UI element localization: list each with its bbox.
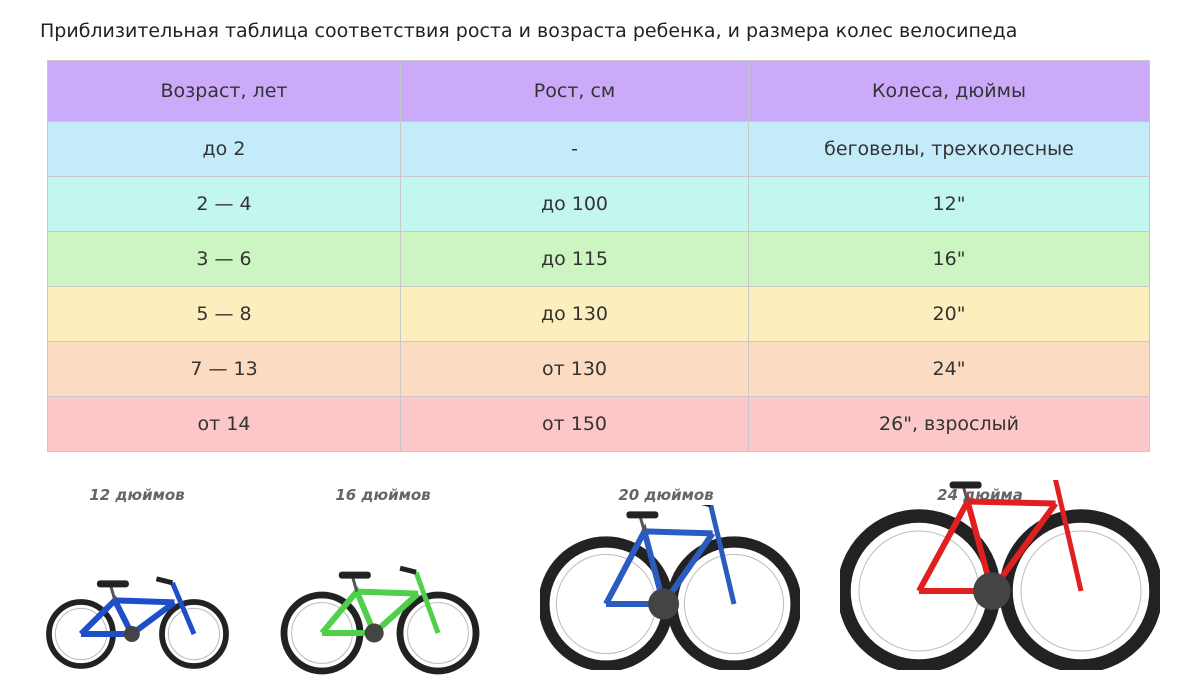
cell-age: до 2 bbox=[47, 121, 401, 177]
cell-age: 5 — 8 bbox=[47, 286, 401, 342]
cell-wheels: 20" bbox=[748, 286, 1150, 342]
page-title: Приблизительная таблица соответствия рос… bbox=[40, 20, 1018, 42]
header-age: Возраст, лет bbox=[47, 60, 401, 122]
bike-image-1 bbox=[280, 565, 480, 675]
cell-age: от 14 bbox=[47, 396, 401, 452]
table-row: 3 — 6 до 115 16" bbox=[47, 231, 1150, 287]
table-row: 5 — 8 до 130 20" bbox=[47, 286, 1150, 342]
table-header-row: Возраст, лет Рост, см Колеса, дюймы bbox=[47, 60, 1150, 122]
cell-age: 2 — 4 bbox=[47, 176, 401, 232]
bike-frame bbox=[319, 585, 379, 636]
saddle bbox=[96, 580, 129, 588]
bike-image-3 bbox=[840, 480, 1160, 670]
table-row: 2 — 4 до 100 12" bbox=[47, 176, 1150, 232]
cell-height: - bbox=[400, 121, 749, 177]
bike-frame bbox=[916, 493, 996, 594]
cell-height: от 150 bbox=[400, 396, 749, 452]
saddle bbox=[338, 571, 371, 579]
cell-wheels: 12" bbox=[748, 176, 1150, 232]
table-row: до 2- беговелы, трехколесные bbox=[47, 121, 1150, 177]
front-wheel bbox=[396, 591, 480, 675]
cell-height: от 130 bbox=[400, 341, 749, 397]
cell-wheels: 16" bbox=[748, 231, 1150, 287]
table-row: 7 — 13 от 130 24" bbox=[47, 341, 1150, 397]
cell-height: до 115 bbox=[400, 231, 749, 287]
saddle bbox=[626, 511, 659, 519]
cell-height: до 130 bbox=[400, 286, 749, 342]
front-wheel bbox=[159, 599, 229, 669]
bike-frame bbox=[78, 595, 137, 637]
bike-image-2 bbox=[540, 505, 800, 670]
cell-age: 3 — 6 bbox=[47, 231, 401, 287]
table-row: от 14 от 150 26", взрослый bbox=[47, 396, 1150, 452]
cell-age: 7 — 13 bbox=[47, 341, 401, 397]
bike-label-16: 16 дюймов bbox=[335, 486, 431, 504]
header-height: Рост, см bbox=[400, 60, 749, 122]
cell-wheels: 26", взрослый bbox=[748, 396, 1150, 452]
cell-wheels: 24" bbox=[748, 341, 1150, 397]
saddle bbox=[949, 481, 982, 489]
size-table: Возраст, лет Рост, см Колеса, дюймы до 2… bbox=[47, 60, 1150, 452]
bike-label-20: 20 дюймов bbox=[618, 486, 714, 504]
cell-wheels: беговелы, трехколесные bbox=[748, 121, 1150, 177]
bike-image-0 bbox=[46, 576, 229, 669]
header-wheels: Колеса, дюймы bbox=[748, 60, 1150, 122]
cell-height: до 100 bbox=[400, 176, 749, 232]
bike-label-12: 12 дюймов bbox=[89, 486, 185, 504]
bike-frame bbox=[603, 523, 668, 607]
